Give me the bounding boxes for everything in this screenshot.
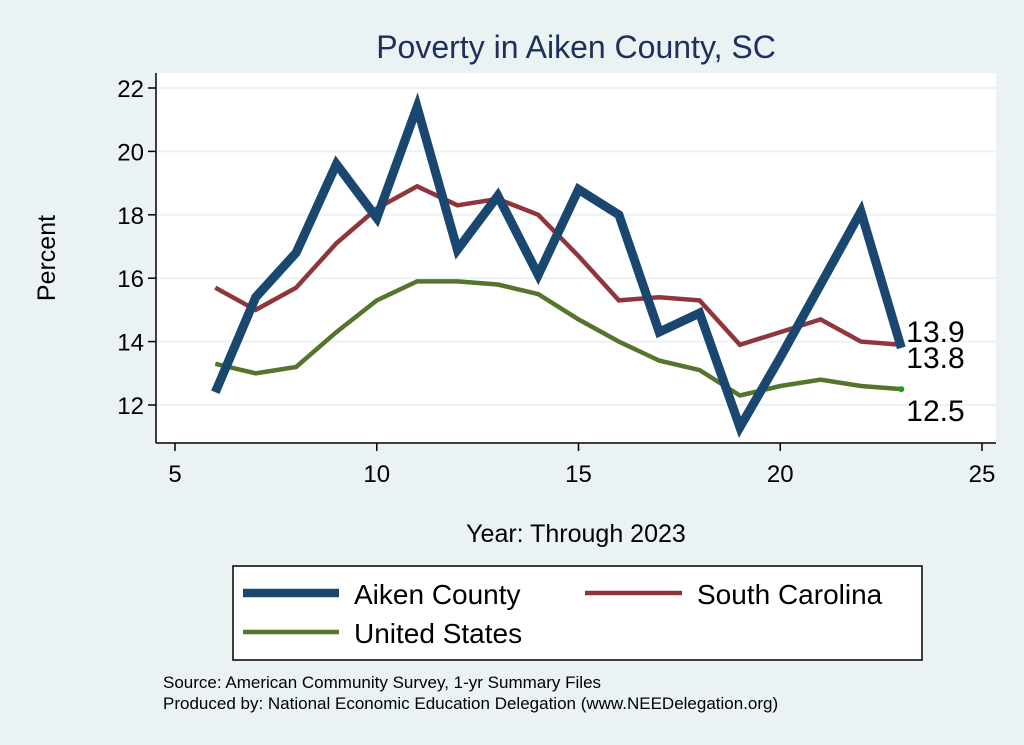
y-ticks: 12 14 16 18 20 22: [117, 76, 156, 420]
series-lines: [211, 92, 906, 438]
x-tick-label: 15: [565, 461, 592, 488]
end-label-united-states: 12.5: [906, 395, 964, 428]
axes: [155, 73, 996, 444]
legend-label-south-carolina: South Carolina: [697, 579, 883, 610]
x-tick-label: 5: [168, 461, 181, 488]
series-line-aiken-county: [211, 92, 906, 438]
chart-title: Poverty in Aiken County, SC: [376, 29, 776, 65]
x-tick-label: 20: [767, 461, 794, 488]
end-label-aiken-county: 13.8: [906, 342, 964, 375]
y-tick-label: 18: [117, 203, 144, 230]
us-end-point: [898, 386, 905, 393]
x-tick-label: 25: [969, 461, 996, 488]
gridlines: [156, 87, 996, 406]
legend: Aiken County South Carolina United State…: [232, 565, 923, 661]
end-label-south-carolina: 13.9: [906, 316, 964, 349]
y-axis-label: Percent: [33, 215, 61, 301]
series-line-united-states: [214, 279, 902, 398]
y-tick-label: 12: [117, 393, 144, 420]
legend-label-united-states: United States: [354, 618, 522, 649]
producer-note: Produced by: National Economic Education…: [163, 694, 778, 713]
end-labels: 13.813.9 12.5: [906, 316, 964, 428]
y-tick-label: 20: [117, 139, 144, 166]
legend-box: [232, 565, 923, 661]
x-tick-label: 10: [363, 461, 390, 488]
source-note: Source: American Community Survey, 1-yr …: [163, 673, 601, 692]
y-tick-label: 22: [117, 76, 144, 103]
y-tick-label: 16: [117, 266, 144, 293]
legend-label-aiken: Aiken County: [354, 579, 521, 610]
x-axis-label: Year: Through 2023: [466, 520, 686, 548]
x-ticks: 5 10 15 20 25: [168, 443, 995, 488]
y-tick-label: 14: [117, 330, 144, 357]
